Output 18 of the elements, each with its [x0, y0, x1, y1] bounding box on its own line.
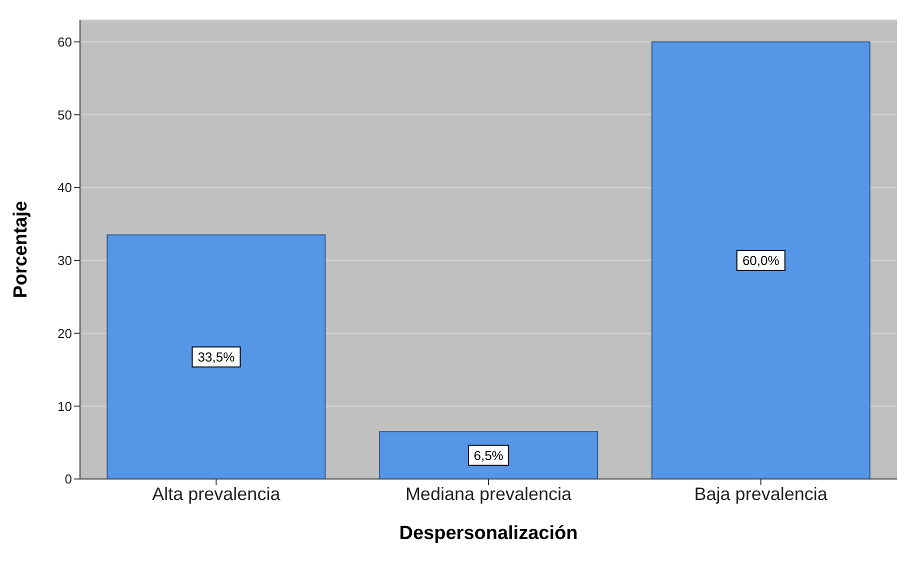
data-label: 6,5%: [474, 448, 504, 463]
data-label: 60,0%: [742, 252, 780, 268]
bar: [651, 41, 870, 479]
x-tick-label: Baja prevalencia: [694, 484, 828, 504]
y-tick-label: 50: [58, 107, 72, 122]
y-tick-label: 40: [58, 180, 72, 196]
y-tick-label: 60: [58, 34, 72, 50]
x-tick-label: Alta prevalencia: [152, 484, 282, 504]
y-tick-label: 30: [58, 253, 72, 268]
bar: [106, 234, 326, 479]
y-tick-label: 20: [58, 326, 72, 341]
bar: [379, 431, 598, 479]
data-label: 33,5%: [198, 349, 236, 364]
y-tick-label: 0: [64, 472, 72, 487]
y-tick-label: 10: [58, 398, 72, 414]
x-tick-label: Mediana prevalencia: [405, 484, 573, 504]
y-axis-title: Porcentaje: [10, 200, 32, 298]
x-axis-title: Despersonalización: [399, 523, 578, 544]
